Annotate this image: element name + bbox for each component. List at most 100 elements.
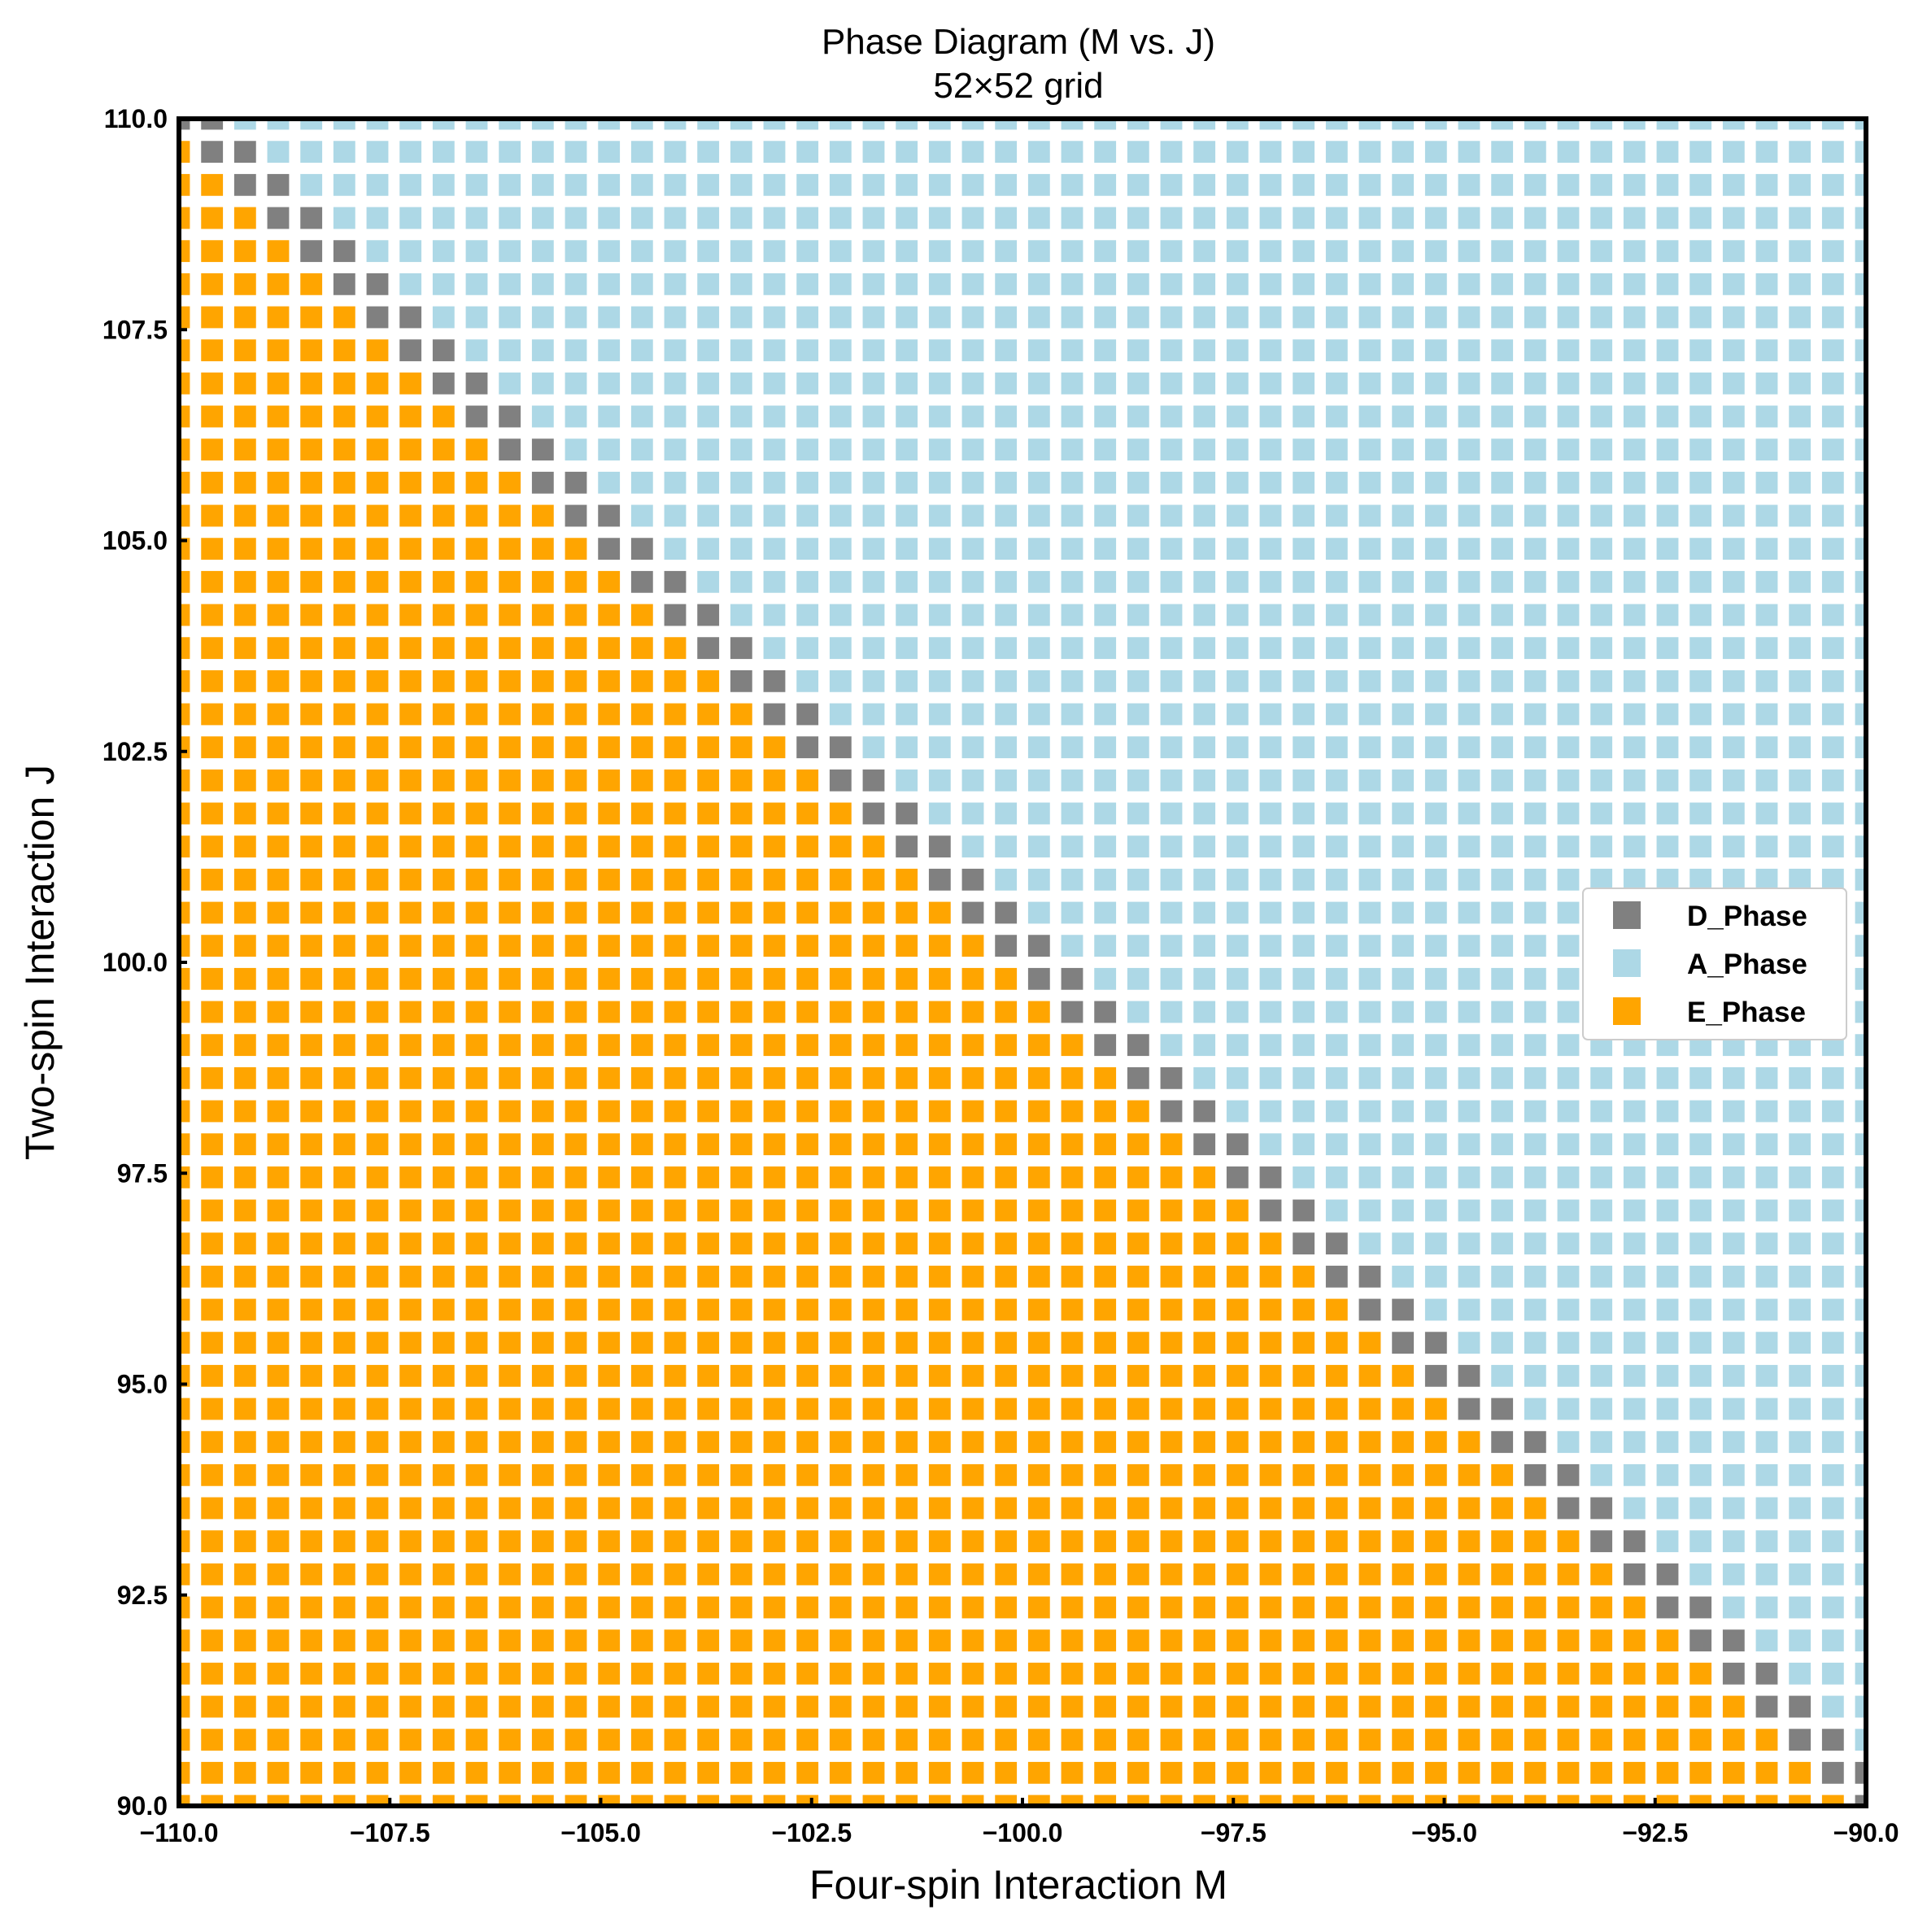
cell-e-phase (1061, 1596, 1083, 1619)
cell-a-phase (1755, 1596, 1778, 1619)
cell-e-phase (233, 471, 256, 494)
cell-a-phase (1524, 273, 1546, 295)
cell-e-phase (763, 1695, 786, 1718)
cell-e-phase (763, 1100, 786, 1123)
cell-e-phase (796, 1265, 819, 1288)
cell-a-phase (1789, 1298, 1811, 1321)
cell-e-phase (1259, 1530, 1282, 1553)
cell-e-phase (366, 372, 389, 395)
cell-e-phase (267, 372, 290, 395)
cell-e-phase (565, 1066, 587, 1089)
cell-e-phase (664, 1695, 687, 1718)
cell-a-phase (1689, 1166, 1712, 1188)
y-tick-label: 102.5 (102, 737, 168, 766)
cell-e-phase (829, 1629, 852, 1652)
cell-e-phase (730, 1695, 752, 1718)
x-tick-label: −90.0 (1833, 1818, 1899, 1847)
cell-a-phase (1656, 240, 1679, 263)
cell-e-phase (796, 1596, 819, 1619)
cell-a-phase (1623, 1398, 1646, 1420)
cell-e-phase (399, 471, 422, 494)
cell-e-phase (1392, 1629, 1415, 1652)
cell-a-phase (1524, 769, 1546, 792)
cell-a-phase (598, 240, 621, 263)
cell-a-phase (1424, 306, 1447, 329)
cell-e-phase (233, 1463, 256, 1486)
cell-a-phase (1491, 339, 1514, 362)
cell-a-phase (598, 339, 621, 362)
cell-a-phase (1392, 669, 1415, 692)
cell-a-phase (1590, 1463, 1613, 1486)
cell-e-phase (1061, 1563, 1083, 1585)
cell-e-phase (598, 703, 621, 726)
cell-a-phase (1061, 802, 1083, 825)
cell-a-phase (1623, 703, 1646, 726)
cell-e-phase (598, 1463, 621, 1486)
cell-a-phase (862, 273, 885, 295)
cell-a-phase (1127, 570, 1149, 593)
cell-e-phase (565, 901, 587, 924)
cell-a-phase (1722, 1497, 1745, 1520)
cell-e-phase (1623, 1629, 1646, 1652)
cell-e-phase (300, 1232, 323, 1255)
cell-a-phase (1789, 1662, 1811, 1685)
cell-a-phase (1557, 1431, 1580, 1454)
cell-a-phase (1855, 306, 1866, 329)
cell-a-phase (1821, 1596, 1844, 1619)
cell-a-phase (1855, 1662, 1866, 1685)
cell-a-phase (499, 141, 521, 164)
cell-e-phase (1127, 1265, 1149, 1288)
cell-e-phase (896, 1133, 918, 1156)
cell-e-phase (399, 1795, 422, 1806)
cell-e-phase (630, 1298, 653, 1321)
cell-e-phase (1094, 1795, 1117, 1806)
cell-a-phase (1358, 1199, 1381, 1222)
cell-e-phase (1061, 1662, 1083, 1685)
cell-a-phase (1424, 1199, 1447, 1222)
cell-e-phase (862, 835, 885, 858)
cell-e-phase (399, 1232, 422, 1255)
cell-e-phase (267, 637, 290, 660)
cell-e-phase (1524, 1795, 1546, 1806)
cell-e-phase (565, 1265, 587, 1288)
cell-a-phase (1722, 1265, 1745, 1288)
cell-e-phase (928, 1100, 951, 1123)
cell-a-phase (300, 119, 323, 130)
cell-a-phase (763, 306, 786, 329)
cell-a-phase (399, 119, 422, 130)
cell-a-phase (1293, 119, 1315, 130)
cell-a-phase (730, 372, 752, 395)
cell-e-phase (896, 1629, 918, 1652)
cell-e-phase (730, 1398, 752, 1420)
cell-a-phase (399, 273, 422, 295)
cell-a-phase (1061, 240, 1083, 263)
cell-a-phase (1358, 339, 1381, 362)
cell-e-phase (697, 1431, 720, 1454)
cell-a-phase (730, 604, 752, 626)
cell-a-phase (1821, 604, 1844, 626)
cell-a-phase (1325, 538, 1348, 560)
cell-a-phase (1392, 240, 1415, 263)
cell-a-phase (1689, 1463, 1712, 1486)
cell-e-phase (300, 1001, 323, 1023)
cell-e-phase (1293, 1662, 1315, 1685)
cell-e-phase (1424, 1596, 1447, 1619)
cell-a-phase (531, 141, 554, 164)
cell-e-phase (465, 1463, 488, 1486)
cell-e-phase (1293, 1530, 1315, 1553)
cell-e-phase (862, 868, 885, 891)
cell-d-phase (1590, 1530, 1613, 1553)
cell-e-phase (896, 1761, 918, 1784)
cell-e-phase (531, 802, 554, 825)
cell-e-phase (630, 1629, 653, 1652)
y-tick-label: 100.0 (102, 948, 168, 977)
cell-e-phase (961, 1364, 984, 1387)
cell-e-phase (179, 802, 190, 825)
cell-e-phase (1127, 1563, 1149, 1585)
cell-e-phase (333, 1629, 355, 1652)
cell-a-phase (664, 207, 687, 229)
cell-e-phase (531, 1265, 554, 1288)
cell-e-phase (499, 471, 521, 494)
cell-e-phase (399, 736, 422, 759)
cell-a-phase (1392, 405, 1415, 428)
